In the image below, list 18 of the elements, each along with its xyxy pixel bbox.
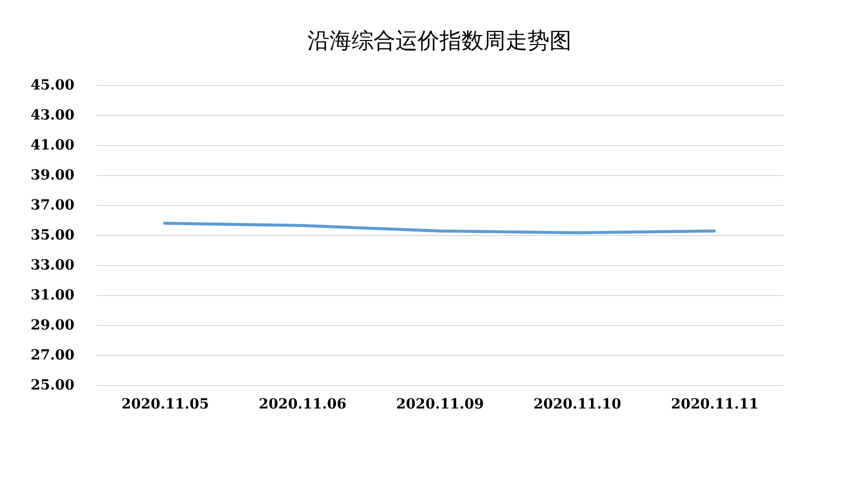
y-tick-label: 35.00	[30, 228, 75, 244]
y-tick-label: 45.00	[30, 78, 75, 94]
y-tick-label: 29.00	[30, 318, 75, 334]
y-tick-label: 41.00	[30, 138, 75, 154]
y-tick-label: 27.00	[30, 348, 75, 364]
x-tick-label: 2020.11.05	[121, 396, 210, 412]
y-tick-label: 31.00	[30, 288, 75, 304]
x-tick-label: 2020.11.10	[534, 396, 622, 412]
chart-title: 沿海综合运价指数周走势图	[308, 29, 572, 54]
y-tick-label: 43.00	[30, 108, 75, 124]
x-tick-label: 2020.11.09	[396, 396, 484, 412]
y-tick-label: 37.00	[30, 198, 75, 214]
y-tick-label: 25.00	[30, 378, 75, 394]
line-series	[163, 222, 716, 234]
x-tick-label: 2020.11.06	[258, 396, 346, 412]
y-tick-label: 33.00	[30, 258, 75, 274]
x-tick-label: 2020.11.11	[670, 396, 759, 412]
y-tick-label: 39.00	[30, 168, 75, 184]
